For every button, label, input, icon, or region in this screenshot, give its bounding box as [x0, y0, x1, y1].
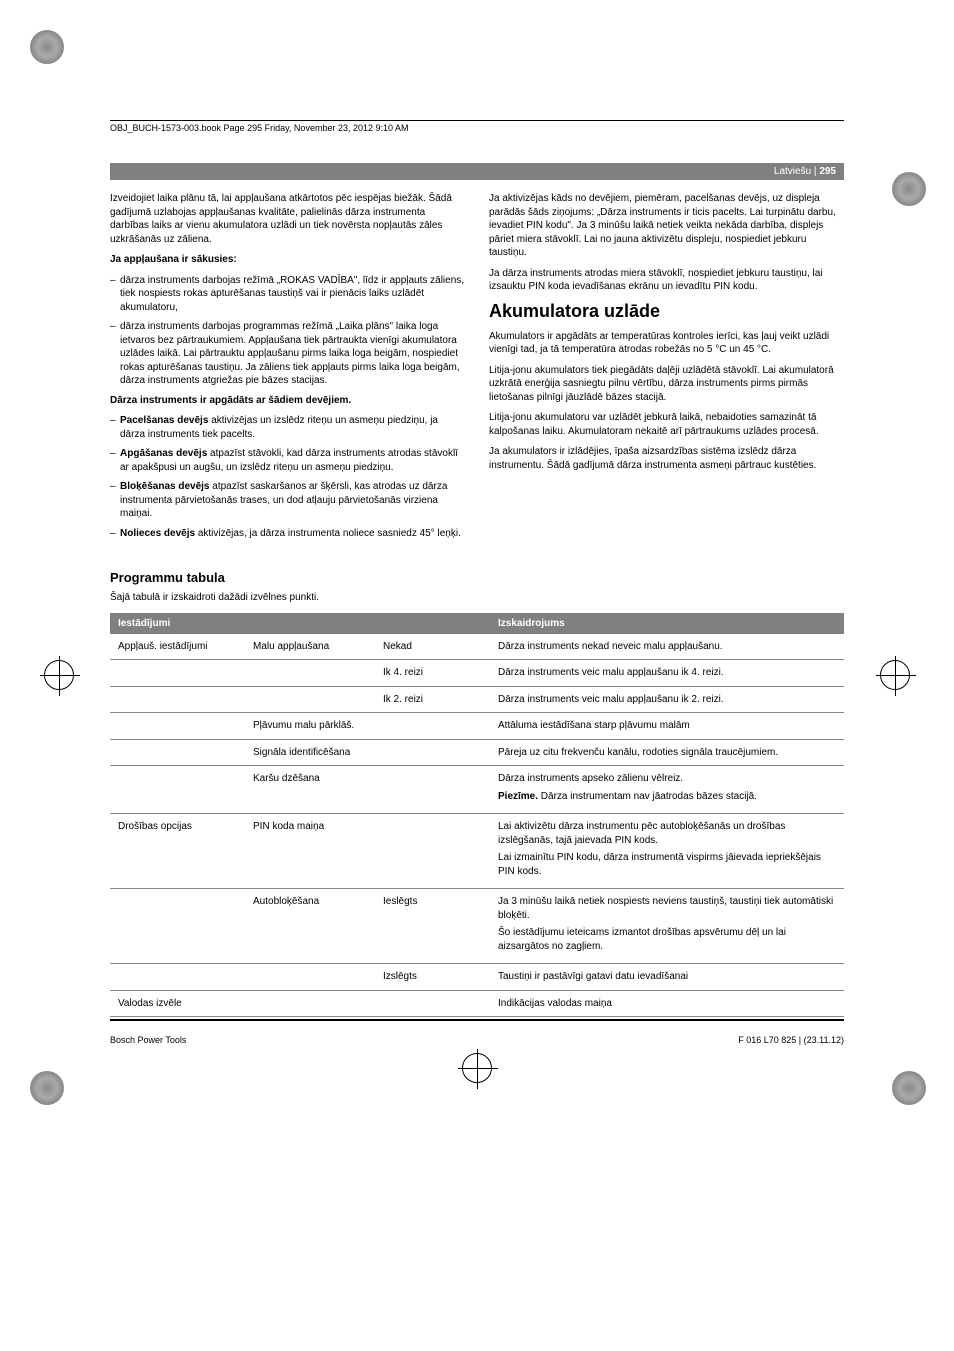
cell: Dārza instruments veic malu appļaušanu i…: [498, 693, 836, 707]
heading-program-table: Programmu tabula: [110, 570, 844, 585]
cell: Indikācijas valodas maiņa: [498, 997, 836, 1011]
header-file-info: OBJ_BUCH-1573-003.book Page 295 Friday, …: [110, 120, 844, 133]
table-bottom-rule: [110, 1019, 844, 1021]
table-row: Signāla identificēšana Pāreja uz citu fr…: [110, 740, 844, 767]
th-settings: Iestādījumi: [118, 618, 253, 629]
footer-brand: Bosch Power Tools: [110, 1035, 186, 1045]
list-item: Nolieces devējs aktivizējas, ja dārza in…: [120, 527, 465, 541]
list-item: dārza instruments darbojas režīmā „ROKAS…: [120, 274, 465, 315]
program-subtitle: Šajā tabulā ir izskaidroti dažādi izvēln…: [110, 591, 844, 605]
crop-target-left: [44, 660, 74, 690]
list-item: dārza instruments darbojas programmas re…: [120, 320, 465, 388]
right-column: Ja aktivizējas kāds no devējiem, piemēra…: [489, 192, 844, 546]
cell: Autobloķēšana: [253, 895, 383, 957]
left-column: Izveidojiet laika plānu tā, lai appļauša…: [110, 192, 465, 546]
settings-table: Iestādījumi Izskaidrojums Appļauš. iestā…: [110, 613, 844, 1022]
devices-list: Pacelšanas devējs aktivizējas un izslēdz…: [110, 414, 465, 540]
cell: PIN koda maiņa: [253, 820, 383, 882]
table-row: Izslēgts Taustiņi ir pastāvīgi gatavi da…: [110, 964, 844, 991]
heading-started: Ja appļaušana ir sākusies:: [110, 254, 237, 265]
cell: Ik 4. reizi: [383, 666, 498, 680]
list-item: Pacelšanas devējs aktivizējas un izslēdz…: [120, 414, 465, 441]
heading-devices: Dārza instruments ir apgādāts ar šādiem …: [110, 395, 351, 406]
table-row: Karšu dzēšana Dārza instruments apseko z…: [110, 766, 844, 814]
page-number: 295: [819, 166, 836, 177]
language-label: Latviešu: [774, 166, 811, 177]
cell: Pļāvumu malu pārklāš.: [253, 719, 383, 733]
cell: Ieslēgts: [383, 895, 498, 957]
cell: Signāla identificēšana: [253, 746, 383, 760]
table-row: Valodas izvēle Indikācijas valodas maiņa: [110, 991, 844, 1018]
cell: Izslēgts: [383, 970, 498, 984]
table-row: Pļāvumu malu pārklāš. Attāluma iestādīša…: [110, 713, 844, 740]
two-column-body: Izveidojiet laika plānu tā, lai appļauša…: [110, 192, 844, 546]
footer-doc-id: F 016 L70 825 | (23.11.12): [738, 1035, 844, 1045]
registration-mark-bl: [30, 1071, 64, 1105]
list-item: Apgāšanas devējs atpazīst stāvokli, kad …: [120, 447, 465, 474]
cell: Valodas izvēle: [118, 997, 253, 1011]
registration-mark-br: [892, 1071, 926, 1105]
cell: Attāluma iestādīšana starp pļāvumu malām: [498, 719, 836, 733]
table-row: Drošības opcijas PIN koda maiņa Lai akti…: [110, 814, 844, 889]
cell: Lai aktivizētu dārza instrumentu pēc aut…: [498, 820, 836, 882]
registration-mark-tr: [892, 172, 926, 206]
table-row: Autobloķēšana Ieslēgts Ja 3 minūšu laikā…: [110, 889, 844, 964]
cell: Pāreja uz citu frekvenču kanālu, rodotie…: [498, 746, 836, 760]
crop-target-bottom: [462, 1053, 492, 1083]
cell: Ja 3 minūšu laikā netiek nospiests nevie…: [498, 895, 836, 957]
battery-p3: Litija-jonu akumulatoru var uzlādēt jebk…: [489, 411, 844, 438]
cell: Ik 2. reizi: [383, 693, 498, 707]
page-content: OBJ_BUCH-1573-003.book Page 295 Friday, …: [0, 0, 954, 1125]
started-list: dārza instruments darbojas režīmā „ROKAS…: [110, 274, 465, 388]
cell: Drošības opcijas: [118, 820, 253, 882]
list-item: Bloķēšanas devējs atpazīst saskaršanos a…: [120, 480, 465, 521]
heading-battery: Akumulatora uzlāde: [489, 301, 844, 322]
battery-p1: Akumulators ir apgādāts ar temperatūras …: [489, 330, 844, 357]
page-footer: Bosch Power Tools F 016 L70 825 | (23.11…: [110, 1035, 844, 1045]
intro-paragraph: Izveidojiet laika plānu tā, lai appļauša…: [110, 192, 465, 246]
battery-p4: Ja akumulators ir izlādējies, īpaša aizs…: [489, 445, 844, 472]
cell: Nekad: [383, 640, 498, 654]
table-row: Ik 2. reizi Dārza instruments veic malu …: [110, 687, 844, 714]
cell: Dārza instruments apseko zālienu vēlreiz…: [498, 772, 836, 807]
table-header: Iestādījumi Izskaidrojums: [110, 613, 844, 634]
registration-mark-tl: [30, 30, 64, 64]
cell: Taustiņi ir pastāvīgi gatavi datu ievadī…: [498, 970, 836, 984]
th-explanation: Izskaidrojums: [498, 618, 836, 629]
cell: Dārza instruments veic malu appļaušanu i…: [498, 666, 836, 680]
crop-target-right: [880, 660, 910, 690]
cell: Malu appļaušana: [253, 640, 383, 654]
table-row: Ik 4. reizi Dārza instruments veic malu …: [110, 660, 844, 687]
table-row: Appļauš. iestādījumi Malu appļaušana Nek…: [110, 634, 844, 661]
cell: Karšu dzēšana: [253, 772, 383, 807]
language-page-bar: Latviešu | 295: [110, 163, 844, 180]
sensor-paragraph: Ja aktivizējas kāds no devējiem, piemēra…: [489, 192, 844, 260]
idle-paragraph: Ja dārza instruments atrodas miera stāvo…: [489, 267, 844, 294]
cell: Dārza instruments nekad neveic malu appļ…: [498, 640, 836, 654]
battery-p2: Litija-jonu akumulators tiek piegādāts d…: [489, 364, 844, 405]
cell: Appļauš. iestādījumi: [118, 640, 253, 654]
